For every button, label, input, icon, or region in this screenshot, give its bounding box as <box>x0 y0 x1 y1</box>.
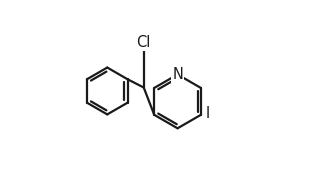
Text: N: N <box>172 67 183 82</box>
Text: I: I <box>206 106 210 121</box>
Text: Cl: Cl <box>136 35 151 50</box>
